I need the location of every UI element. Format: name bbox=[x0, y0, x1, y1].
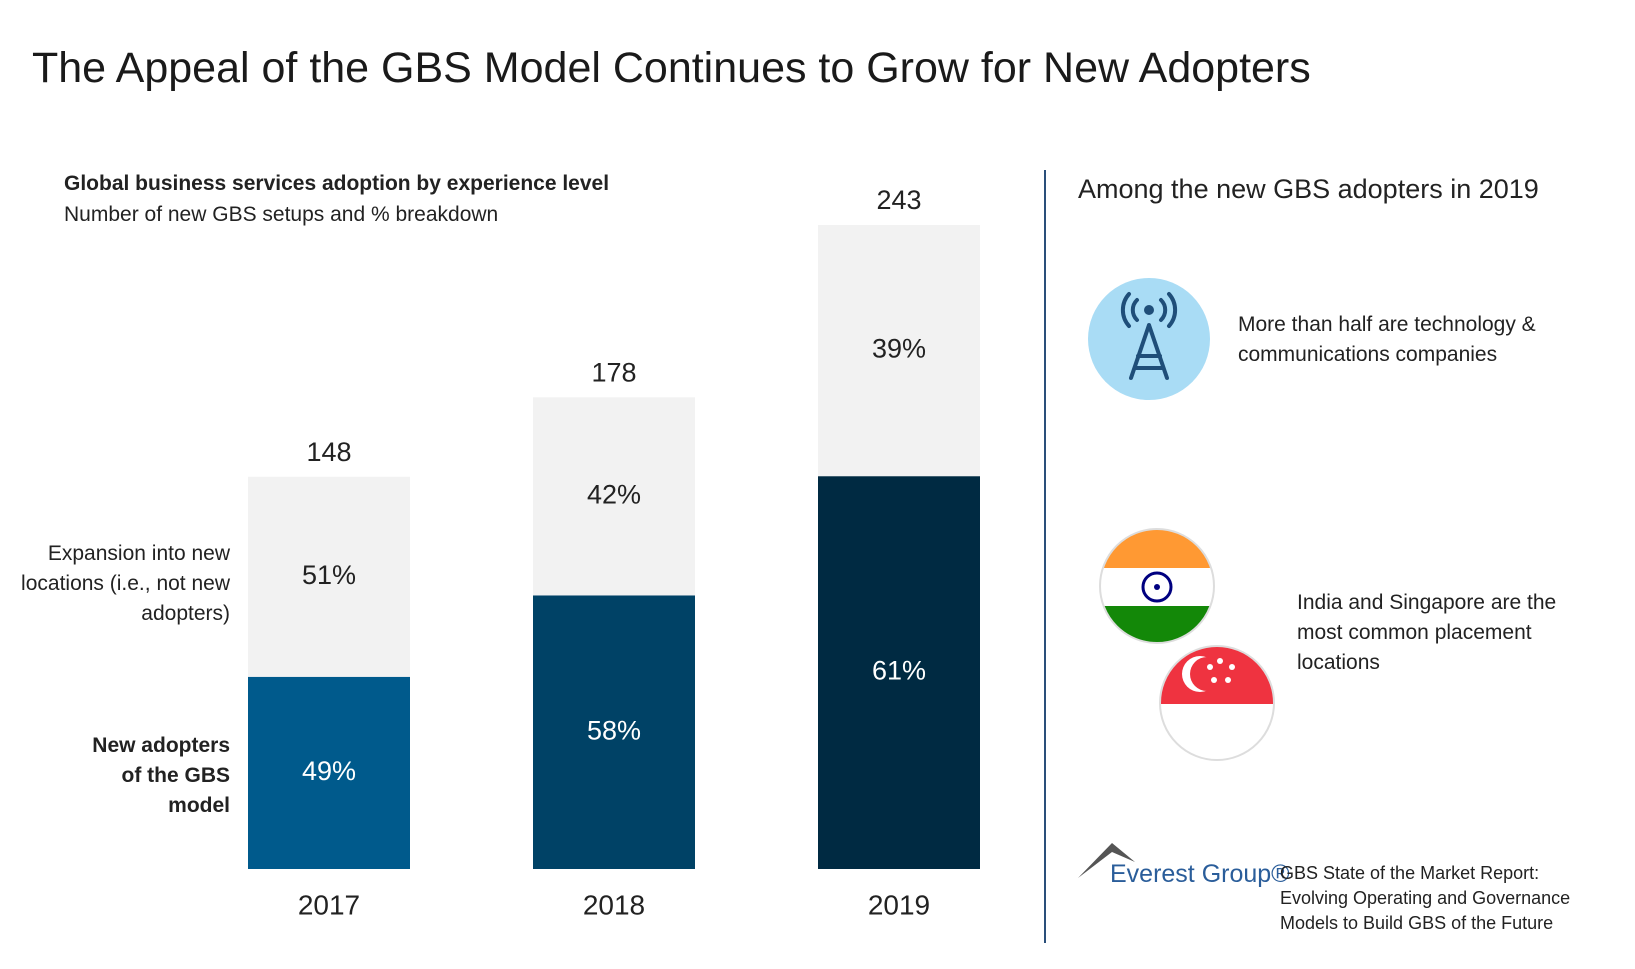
india-flag bbox=[1099, 528, 1215, 644]
bar-segment bbox=[248, 476, 410, 677]
bar-segment bbox=[818, 225, 980, 477]
panel-heading: Among the new GBS adopters in 2019 bbox=[1078, 174, 1539, 204]
value-label: 42% bbox=[587, 479, 641, 509]
total-label: 148 bbox=[306, 437, 351, 467]
fact-text: India and Singapore are the most common … bbox=[1297, 591, 1557, 674]
total-label: 178 bbox=[591, 357, 636, 387]
x-tick-label: 2019 bbox=[868, 889, 930, 920]
total-label: 243 bbox=[876, 185, 921, 215]
bar-segment bbox=[533, 397, 695, 596]
value-label: 58% bbox=[587, 715, 641, 745]
chart-title: Global business services adoption by exp… bbox=[64, 172, 610, 195]
value-label: 49% bbox=[302, 756, 356, 786]
x-tick-label: 2017 bbox=[298, 889, 360, 920]
bar-segment bbox=[248, 676, 410, 869]
bar-segment bbox=[818, 476, 980, 869]
page-title: The Appeal of the GBS Model Continues to… bbox=[32, 44, 1311, 92]
tower-icon bbox=[1088, 278, 1210, 400]
logo-mark bbox=[1078, 843, 1135, 878]
value-label: 39% bbox=[872, 334, 926, 364]
chart-subtitle: Number of new GBS setups and % breakdown bbox=[64, 203, 499, 226]
series-label: Expansion into new locations (i.e., not … bbox=[21, 542, 230, 625]
x-tick-label: 2018 bbox=[583, 889, 645, 920]
value-label: 61% bbox=[872, 656, 926, 686]
singapore-flag bbox=[1159, 645, 1275, 761]
bar-segment bbox=[533, 595, 695, 869]
value-label: 51% bbox=[302, 560, 356, 590]
fact-text: More than half are technology & communic… bbox=[1238, 313, 1536, 366]
source-text: GBS State of the Market Report: Evolving… bbox=[1280, 863, 1571, 933]
series-label: New adopters of the GBS model bbox=[92, 734, 230, 817]
logo-text: Everest Group® bbox=[1110, 860, 1290, 888]
